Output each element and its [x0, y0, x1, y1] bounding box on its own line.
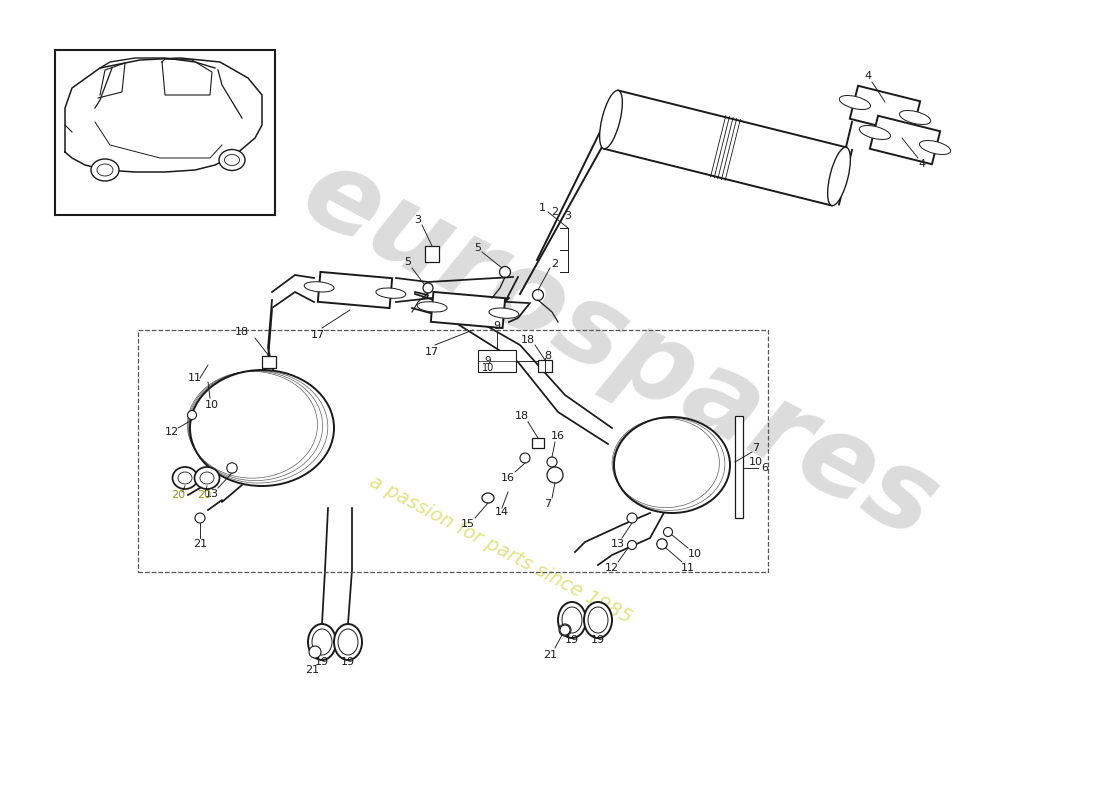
- Ellipse shape: [584, 602, 612, 638]
- Text: 11: 11: [188, 373, 202, 383]
- Ellipse shape: [827, 147, 850, 206]
- Polygon shape: [431, 292, 505, 328]
- Text: 1: 1: [539, 203, 546, 213]
- Text: 17: 17: [311, 330, 326, 340]
- Text: 6: 6: [761, 463, 769, 473]
- Text: 21: 21: [192, 539, 207, 549]
- Text: 18: 18: [521, 335, 535, 345]
- Ellipse shape: [600, 90, 623, 149]
- Circle shape: [657, 539, 668, 549]
- Circle shape: [532, 290, 543, 301]
- Text: 19: 19: [315, 657, 329, 667]
- Bar: [532, 438, 544, 448]
- Text: 9: 9: [485, 356, 492, 366]
- Text: 21: 21: [543, 650, 557, 660]
- Circle shape: [559, 624, 571, 636]
- Text: 19: 19: [565, 635, 579, 645]
- Ellipse shape: [839, 95, 870, 110]
- Text: 20: 20: [170, 490, 185, 500]
- Text: 4: 4: [918, 159, 925, 169]
- Text: 4: 4: [865, 71, 871, 81]
- Ellipse shape: [859, 126, 891, 139]
- Ellipse shape: [219, 150, 245, 170]
- Ellipse shape: [376, 288, 406, 298]
- Text: 13: 13: [610, 539, 625, 549]
- Bar: [735, 416, 743, 518]
- Text: 10: 10: [205, 400, 219, 410]
- Circle shape: [227, 462, 238, 474]
- Text: 7: 7: [752, 443, 760, 453]
- Circle shape: [547, 467, 563, 483]
- Text: 16: 16: [500, 473, 515, 483]
- Circle shape: [547, 457, 557, 467]
- Text: 5: 5: [474, 243, 482, 253]
- Ellipse shape: [190, 370, 334, 486]
- Text: 10: 10: [749, 457, 763, 467]
- Text: 10: 10: [688, 549, 702, 559]
- Bar: [538, 360, 552, 372]
- Circle shape: [663, 527, 672, 537]
- Text: 2: 2: [551, 259, 559, 269]
- Text: 17: 17: [425, 347, 439, 357]
- Polygon shape: [850, 86, 921, 134]
- Ellipse shape: [920, 141, 950, 154]
- Bar: [425, 246, 439, 262]
- Ellipse shape: [91, 159, 119, 181]
- Text: 20: 20: [197, 490, 211, 500]
- Ellipse shape: [305, 282, 334, 292]
- Ellipse shape: [900, 110, 931, 125]
- Bar: [262, 356, 276, 368]
- Text: a passion for parts since 1985: a passion for parts since 1985: [365, 473, 635, 627]
- Ellipse shape: [308, 624, 336, 660]
- Text: 19: 19: [341, 657, 355, 667]
- Ellipse shape: [334, 624, 362, 660]
- Circle shape: [195, 513, 205, 523]
- Bar: [138, 330, 768, 572]
- Text: 11: 11: [681, 563, 695, 573]
- Text: 5: 5: [405, 257, 411, 267]
- Polygon shape: [870, 116, 940, 164]
- Text: 12: 12: [165, 427, 179, 437]
- Ellipse shape: [173, 467, 198, 489]
- Text: 21: 21: [305, 665, 319, 675]
- Text: 7: 7: [544, 499, 551, 509]
- Text: 10: 10: [482, 363, 494, 373]
- Text: 18: 18: [235, 327, 249, 337]
- Ellipse shape: [488, 308, 519, 318]
- Bar: [55, 50, 275, 215]
- Circle shape: [499, 266, 510, 278]
- Text: 18: 18: [515, 411, 529, 421]
- Circle shape: [187, 410, 197, 419]
- Circle shape: [424, 283, 433, 293]
- Text: 3: 3: [564, 211, 572, 221]
- Circle shape: [560, 625, 570, 635]
- Polygon shape: [318, 272, 393, 308]
- Bar: [478, 350, 516, 372]
- Ellipse shape: [614, 417, 730, 513]
- Ellipse shape: [482, 493, 494, 503]
- Circle shape: [627, 513, 637, 523]
- Ellipse shape: [417, 302, 447, 312]
- Text: 15: 15: [461, 519, 475, 529]
- Text: 19: 19: [591, 635, 605, 645]
- Ellipse shape: [195, 467, 220, 489]
- Circle shape: [520, 453, 530, 463]
- Text: 8: 8: [544, 351, 551, 361]
- Text: 3: 3: [415, 215, 421, 225]
- Circle shape: [627, 541, 637, 550]
- Text: eurospares: eurospares: [285, 138, 955, 562]
- Text: 14: 14: [495, 507, 509, 517]
- Circle shape: [309, 646, 321, 658]
- Text: 2: 2: [551, 207, 559, 217]
- Polygon shape: [604, 90, 846, 206]
- Ellipse shape: [558, 602, 586, 638]
- Text: 16: 16: [551, 431, 565, 441]
- Text: 9: 9: [494, 321, 501, 331]
- Text: 12: 12: [605, 563, 619, 573]
- Text: 13: 13: [205, 489, 219, 499]
